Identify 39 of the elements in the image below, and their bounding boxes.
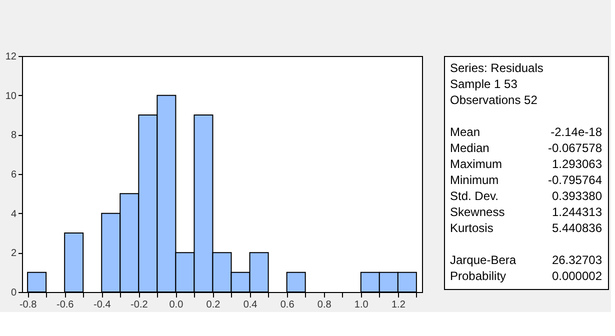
text: Std. Dev. bbox=[450, 189, 498, 203]
text: Skewness bbox=[450, 205, 505, 219]
text: Observations 52 bbox=[450, 93, 538, 107]
text: Mean bbox=[450, 125, 480, 139]
y-tick-label: 4 bbox=[10, 208, 17, 220]
y-tick-label: 10 bbox=[5, 90, 17, 102]
x-tick-label: 0.8 bbox=[317, 300, 332, 310]
text: 26.32703 bbox=[552, 253, 602, 267]
text: -0.067578 bbox=[548, 141, 602, 155]
text: Median bbox=[450, 141, 490, 155]
text: Kurtosis bbox=[450, 221, 494, 235]
y-tick-label: 6 bbox=[10, 170, 17, 180]
text: Series: Residuals bbox=[450, 61, 544, 75]
x-tick-label: 0.2 bbox=[206, 300, 221, 310]
text: Probability bbox=[450, 269, 506, 283]
y-tick-label: 2 bbox=[10, 248, 17, 260]
x-tick-label: -0.4 bbox=[94, 300, 112, 310]
text: -2.14e-18 bbox=[550, 125, 602, 139]
x-tick-label: -0.6 bbox=[56, 300, 74, 310]
text: Maximum bbox=[450, 157, 502, 171]
x-tick-label: 1.2 bbox=[391, 300, 406, 310]
text: Minimum bbox=[450, 173, 499, 187]
text: 0.393380 bbox=[552, 189, 602, 203]
x-tick-label: 0.0 bbox=[169, 300, 184, 310]
text: Jarque-Bera bbox=[450, 253, 516, 267]
text: 1.293063 bbox=[552, 157, 602, 171]
text: 0.000002 bbox=[552, 269, 602, 283]
x-tick-label: 1.0 bbox=[354, 300, 369, 310]
y-tick-label: 0 bbox=[10, 288, 17, 298]
x-tick-label: 0.4 bbox=[243, 300, 258, 310]
x-tick-label: -0.2 bbox=[130, 300, 148, 310]
text: 5.440836 bbox=[552, 221, 602, 235]
text: -0.795764 bbox=[548, 173, 602, 187]
y-tick-label: 12 bbox=[5, 52, 17, 62]
x-tick-label: 0.6 bbox=[280, 300, 295, 310]
text: Sample 1 53 bbox=[450, 77, 518, 91]
text: 1.244313 bbox=[552, 205, 602, 219]
y-tick-label: 8 bbox=[10, 130, 17, 142]
x-tick-label: -0.8 bbox=[19, 300, 38, 310]
